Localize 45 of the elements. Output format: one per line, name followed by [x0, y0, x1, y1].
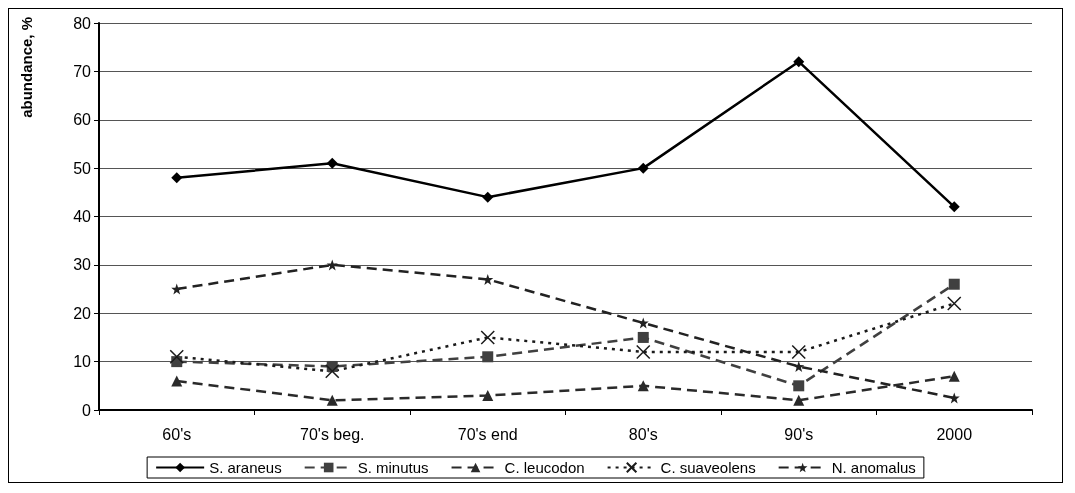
point [480, 330, 495, 345]
legend-label: S. minutus [357, 459, 429, 476]
point [169, 349, 184, 365]
point [793, 56, 805, 68]
legend-label: C. suaveolens [660, 459, 756, 476]
point [948, 201, 960, 213]
point [482, 389, 494, 401]
point [793, 394, 805, 406]
y-tick-label: 10 [73, 353, 92, 371]
x-tick-label: 70's beg. [300, 425, 365, 443]
point [171, 172, 183, 184]
y-axis-title: abundance, % [18, 17, 35, 118]
legend-label: S. araneus [209, 459, 282, 476]
point [482, 191, 494, 203]
x-tick-label: 80's [628, 425, 658, 443]
point [637, 331, 649, 343]
point [947, 296, 962, 311]
y-tick-label: 80 [73, 14, 92, 32]
point [636, 344, 651, 360]
point [482, 351, 494, 363]
y-tick-label: 70 [73, 62, 92, 80]
y-tick-label: 60 [73, 111, 92, 129]
point [793, 380, 805, 392]
point [171, 375, 183, 387]
y-tick-label: 20 [73, 304, 92, 322]
point [791, 344, 806, 360]
point [326, 157, 338, 169]
y-tick-label: 0 [82, 401, 92, 419]
point [948, 370, 960, 382]
legend-label: N. anomalus [831, 459, 916, 476]
x-tick-label: 2000 [936, 425, 973, 443]
y-tick-label: 30 [73, 256, 92, 274]
point [793, 360, 805, 372]
y-tick-label: 50 [73, 159, 92, 177]
point [325, 364, 340, 379]
point [637, 380, 649, 392]
point [948, 278, 960, 290]
legend-label: C. leucodon [504, 459, 585, 476]
x-tick-label: 90's [784, 425, 814, 443]
y-tick-label: 40 [73, 208, 92, 225]
point [637, 162, 649, 174]
x-tick-label: 70's end [457, 425, 518, 443]
point [326, 394, 338, 406]
point [326, 259, 338, 271]
x-tick-label: 60's [162, 425, 192, 443]
